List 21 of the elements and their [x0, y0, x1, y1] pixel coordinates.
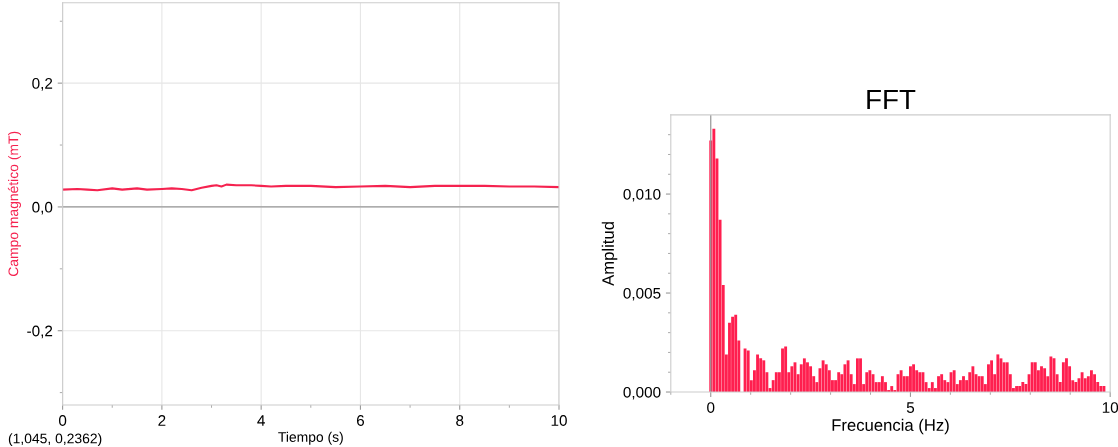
x-tick-label: 2: [158, 415, 166, 426]
x-axis-title: Tiempo (s): [278, 431, 343, 445]
text: (1,045, 0,2362): [8, 433, 102, 447]
x-tick-label: 10: [551, 415, 567, 426]
x-tick-label: 4: [257, 415, 265, 426]
y-tick-label: 0,2: [32, 78, 53, 91]
x-axis-title: Frecuencia (Hz): [832, 418, 949, 435]
x-tick-label: 0: [707, 402, 715, 413]
y-tick-label: 0,005: [623, 287, 661, 301]
x-tick-label: 5: [906, 402, 915, 413]
chart-title: FFT: [867, 90, 916, 110]
y-tick-label: -0,2: [27, 325, 53, 339]
y-axis-title: Campo magnético (mT): [7, 131, 22, 277]
x-tick-label: 6: [356, 415, 365, 426]
x-tick-label: 8: [456, 415, 464, 426]
y-tick-label: 0,010: [623, 188, 661, 202]
y-tick-label: 0,000: [623, 386, 661, 400]
y-axis-title: Amplitud: [601, 222, 618, 286]
x-tick-label: 10: [1102, 402, 1118, 413]
y-tick-label: 0,0: [32, 201, 53, 215]
x-tick-label: 0: [58, 415, 67, 426]
